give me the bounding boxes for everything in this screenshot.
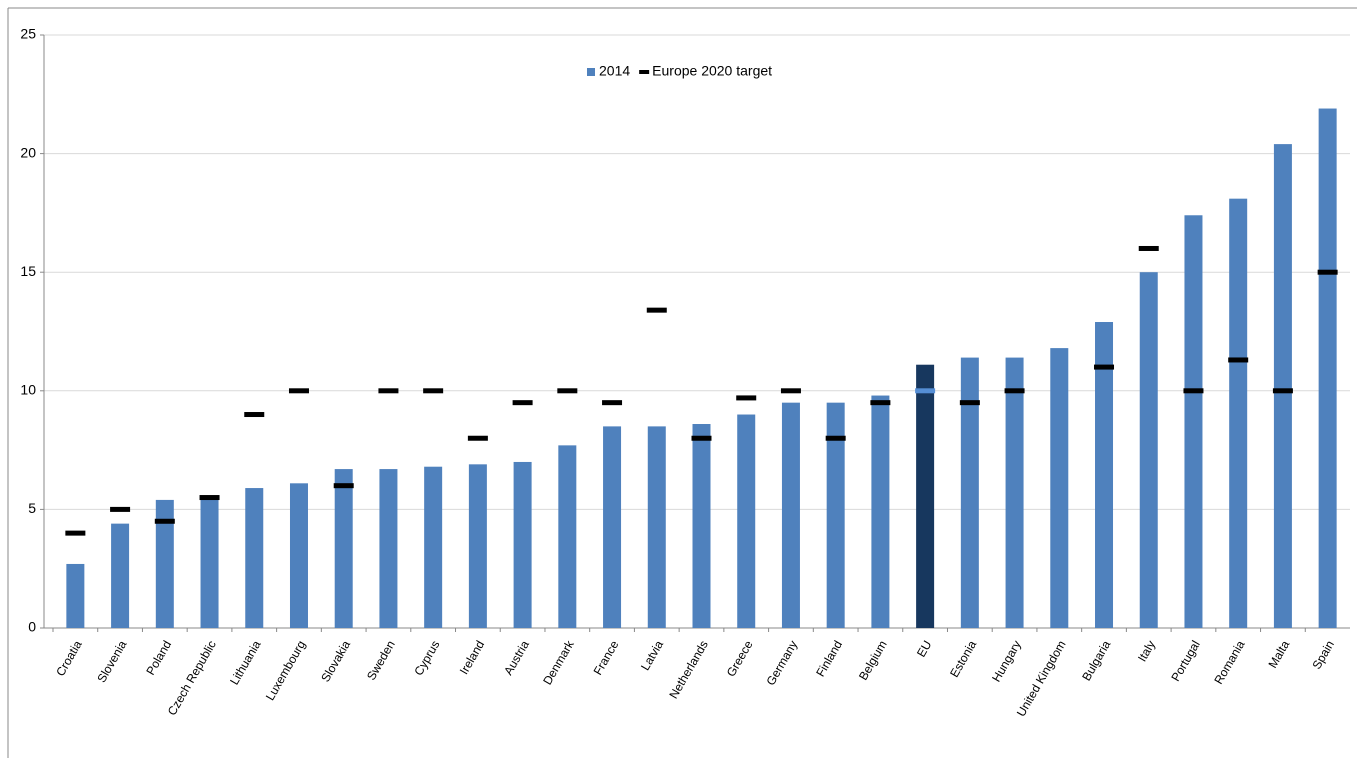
- bar: [66, 563, 85, 628]
- x-tick-label: Slovenia: [94, 638, 129, 685]
- target-marker: [1317, 269, 1338, 275]
- target-marker: [646, 307, 667, 313]
- target-marker: [1272, 388, 1293, 394]
- target-marker: [736, 395, 757, 401]
- legend-label: 2014: [599, 63, 630, 79]
- target-marker: [780, 388, 801, 394]
- bar: [916, 364, 935, 628]
- bar: [647, 426, 666, 628]
- bar: [558, 445, 577, 628]
- x-tick-label: Portugal: [1168, 638, 1202, 684]
- x-tick-label: Netherlands: [666, 638, 710, 701]
- bar: [1184, 215, 1203, 628]
- x-tick-label: Sweden: [364, 638, 398, 683]
- bar: [334, 469, 353, 628]
- x-tick-label: Slovakia: [318, 638, 353, 685]
- bar: [737, 414, 756, 628]
- x-tick-label: EU: [914, 638, 934, 659]
- x-tick-label: Malta: [1265, 638, 1292, 671]
- target-marker: [959, 400, 980, 406]
- bar: [1050, 348, 1069, 628]
- target-marker: [1004, 388, 1025, 394]
- target-marker: [1228, 357, 1249, 363]
- target-marker: [333, 483, 354, 489]
- target-marker: [1183, 388, 1204, 394]
- bar: [379, 469, 398, 628]
- target-marker: [378, 388, 399, 394]
- x-tick-label: Hungary: [989, 638, 1024, 684]
- x-tick-label: Austria: [501, 638, 532, 678]
- y-tick-label: 25: [20, 26, 36, 42]
- bar: [513, 461, 532, 628]
- target-marker: [65, 530, 86, 536]
- x-tick-label: Croatia: [53, 638, 85, 679]
- bar: [200, 497, 219, 628]
- target-marker: [691, 435, 712, 441]
- target-marker: [423, 388, 444, 394]
- x-tick-label: Czech Republic: [165, 638, 219, 718]
- target-marker: [825, 435, 846, 441]
- target-marker: [154, 518, 175, 524]
- x-tick-label: Latvia: [638, 638, 666, 673]
- legend-swatch: [639, 70, 650, 74]
- x-tick-label: Estonia: [947, 638, 979, 680]
- bar: [155, 499, 174, 628]
- bar: [1318, 108, 1337, 629]
- y-tick-label: 5: [28, 500, 36, 516]
- bar: [1005, 357, 1024, 628]
- y-tick-label: 0: [28, 619, 36, 635]
- bar: [468, 464, 487, 628]
- target-marker: [110, 506, 131, 512]
- x-tick-label: Spain: [1310, 638, 1337, 672]
- x-tick-label: Denmark: [540, 637, 577, 687]
- bar: [960, 357, 979, 628]
- target-marker: [467, 435, 488, 441]
- target-marker: [512, 400, 533, 406]
- legend-label: Europe 2020 target: [652, 63, 772, 79]
- bar: [289, 483, 308, 628]
- target-marker: [244, 412, 265, 418]
- bar: [111, 523, 130, 628]
- x-tick-label: United Kingdom: [1014, 638, 1069, 719]
- target-marker: [288, 388, 309, 394]
- target-marker: [557, 388, 578, 394]
- bar: [826, 402, 845, 628]
- y-tick-label: 20: [20, 144, 36, 160]
- x-tick-label: Italy: [1135, 638, 1158, 664]
- target-marker: [602, 400, 623, 406]
- bar: [692, 424, 711, 628]
- bar: [1139, 272, 1158, 628]
- y-tick-label: 10: [20, 382, 36, 398]
- bar: [1095, 322, 1114, 628]
- target-marker: [1138, 245, 1159, 251]
- x-tick-label: Poland: [143, 638, 174, 677]
- x-tick-label: Cyprus: [411, 638, 442, 678]
- bar: [603, 426, 622, 628]
- bar: [871, 395, 890, 628]
- target-marker: [1094, 364, 1115, 370]
- x-tick-label: Ireland: [457, 638, 487, 677]
- y-tick-label: 15: [20, 263, 36, 279]
- legend-swatch: [587, 68, 595, 76]
- x-tick-label: Germany: [763, 638, 800, 688]
- bar: [245, 488, 264, 628]
- bar: [1229, 198, 1248, 628]
- x-tick-label: Finland: [813, 638, 845, 679]
- x-tick-label: Lithuania: [227, 638, 264, 687]
- x-tick-label: Bulgaria: [1079, 638, 1113, 683]
- bar: [1273, 144, 1292, 628]
- bar: [781, 402, 800, 628]
- bar: [424, 466, 443, 628]
- target-marker: [915, 388, 936, 394]
- x-tick-label: Belgium: [856, 638, 890, 683]
- x-tick-label: Luxembourg: [263, 638, 308, 703]
- x-tick-label: Romania: [1211, 638, 1247, 687]
- target-marker: [870, 400, 891, 406]
- target-marker: [199, 495, 220, 501]
- x-tick-label: Greece: [724, 638, 756, 679]
- x-tick-label: France: [591, 638, 622, 678]
